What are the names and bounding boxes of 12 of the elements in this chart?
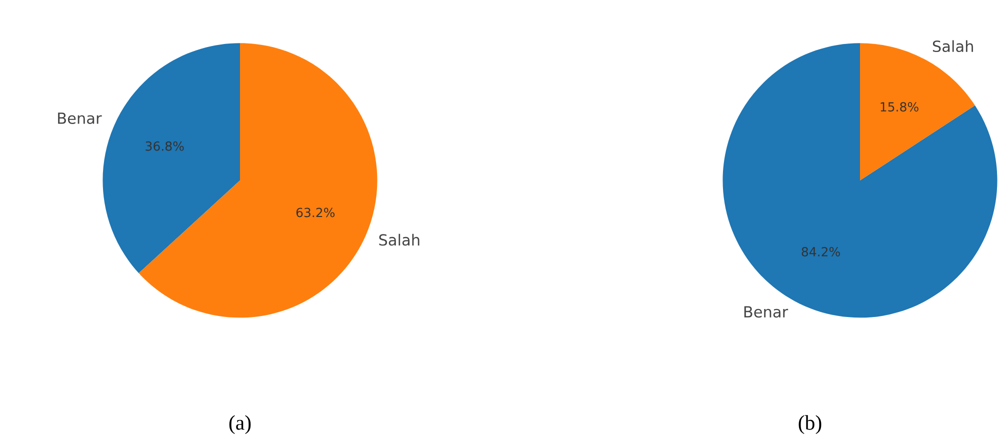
slice-label: Benar (58, 112, 102, 124)
data-label: 84.2% (802, 247, 840, 256)
slice-label: Salah (932, 40, 973, 52)
data-label: 63.2% (296, 208, 335, 218)
data-label: 15.8% (880, 102, 918, 112)
pie-slice (102, 43, 240, 274)
pie-slice (138, 43, 378, 318)
slice-label: Benar (744, 306, 788, 318)
text: (a) (229, 415, 251, 434)
data-label: 36.8% (146, 141, 184, 151)
text: (b) (798, 415, 822, 434)
slice-label: Salah (379, 234, 420, 246)
